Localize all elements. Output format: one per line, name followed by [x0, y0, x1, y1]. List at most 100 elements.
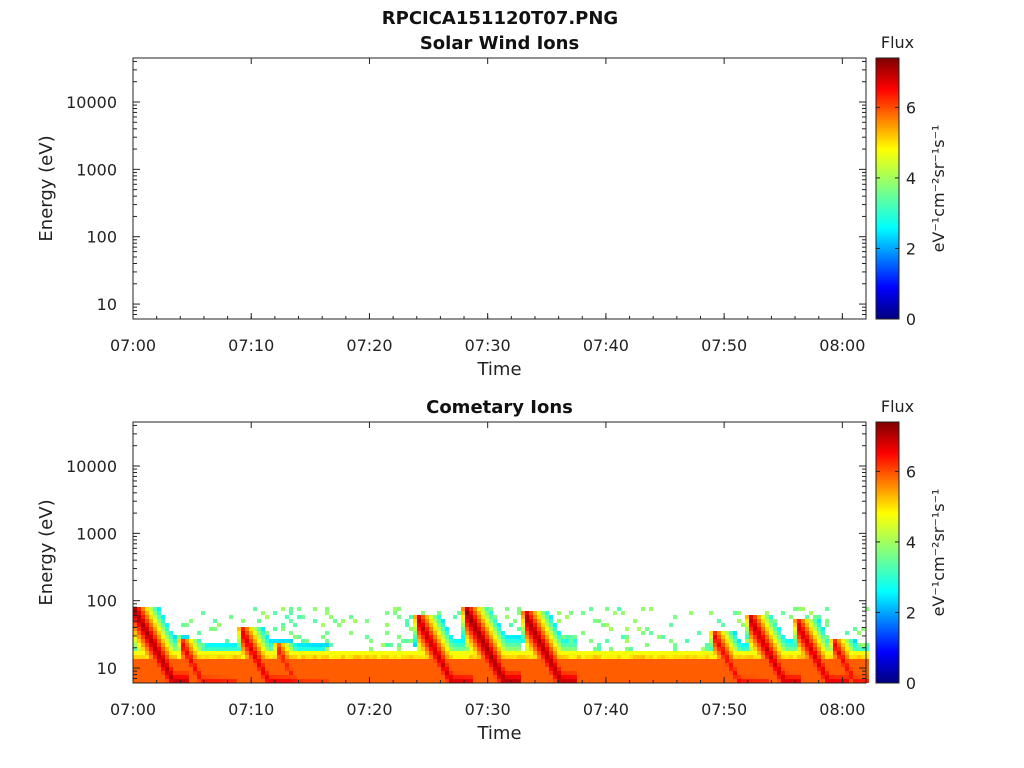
- heatmap-cell: [365, 619, 369, 623]
- heatmap-cell: [833, 647, 837, 651]
- heatmap-cell: [409, 639, 413, 643]
- heatmap-cell: [249, 635, 253, 639]
- heatmap-cell: [453, 647, 457, 651]
- heatmap-cell: [153, 671, 157, 675]
- heatmap-cell: [773, 639, 777, 643]
- heatmap-cell: [357, 667, 361, 671]
- heatmap-cell: [405, 639, 409, 643]
- heatmap-cell: [517, 611, 521, 615]
- heatmap-cell: [865, 607, 869, 611]
- heatmap-cell: [181, 655, 185, 659]
- heatmap-cell: [453, 615, 457, 619]
- heatmap-cell: [217, 675, 221, 679]
- heatmap-cell: [621, 667, 625, 671]
- heatmap-cell: [553, 667, 557, 671]
- heatmap-cell: [257, 651, 261, 655]
- heatmap-cell: [685, 667, 689, 671]
- heatmap-cell: [281, 655, 285, 659]
- heatmap-cell: [417, 635, 421, 639]
- heatmap-cell: [321, 647, 325, 651]
- heatmap-cell: [577, 651, 581, 655]
- heatmap-cell: [725, 631, 729, 635]
- heatmap-cell: [557, 639, 561, 643]
- heatmap-cell: [709, 655, 713, 659]
- heatmap-cell: [769, 623, 773, 627]
- heatmap-cell: [345, 679, 349, 683]
- heatmap-cell: [361, 659, 365, 663]
- heatmap-cell: [597, 619, 601, 623]
- heatmap-cell: [361, 679, 365, 683]
- heatmap-cell: [145, 615, 149, 619]
- heatmap-cell: [285, 651, 289, 655]
- heatmap-cell: [513, 655, 517, 659]
- heatmap-cell: [713, 647, 717, 651]
- heatmap-cell: [157, 627, 161, 631]
- heatmap-cell: [829, 647, 833, 651]
- heatmap-cell: [641, 651, 645, 655]
- heatmap-cell: [261, 655, 265, 659]
- heatmap-cell: [201, 651, 205, 655]
- heatmap-cell: [241, 635, 245, 639]
- heatmap-cell: [733, 635, 737, 639]
- heatmap-cell: [309, 655, 313, 659]
- heatmap-cell: [669, 655, 673, 659]
- heatmap-cell: [677, 663, 681, 667]
- heatmap-cell: [273, 659, 277, 663]
- heatmap-cell: [533, 675, 537, 679]
- heatmap-cell: [193, 675, 197, 679]
- heatmap-cell: [197, 679, 201, 683]
- heatmap-cell: [513, 639, 517, 643]
- heatmap-cell: [837, 655, 841, 659]
- heatmap-cell: [309, 671, 313, 675]
- heatmap-cell: [525, 671, 529, 675]
- heatmap-cell: [289, 659, 293, 663]
- heatmap-cell: [737, 679, 741, 683]
- heatmap-cell: [293, 655, 297, 659]
- heatmap-cell: [141, 663, 145, 667]
- heatmap-cell: [161, 663, 165, 667]
- colorbar-title: Flux: [881, 33, 914, 52]
- heatmap-cell: [237, 651, 241, 655]
- heatmap-cell: [249, 647, 253, 651]
- heatmap-cell: [369, 655, 373, 659]
- heatmap-cell: [309, 679, 313, 683]
- heatmap-cell: [221, 659, 225, 663]
- heatmap-cell: [573, 651, 577, 655]
- heatmap-cell: [505, 671, 509, 675]
- heatmap-cell: [237, 667, 241, 671]
- heatmap-cell: [513, 663, 517, 667]
- heatmap-cell: [689, 679, 693, 683]
- heatmap-cell: [697, 655, 701, 659]
- heatmap-cell: [837, 671, 841, 675]
- heatmap-cell: [293, 679, 297, 683]
- heatmap-cell: [305, 671, 309, 675]
- heatmap-cell: [545, 671, 549, 675]
- heatmap-cell: [621, 659, 625, 663]
- heatmap-cell: [565, 667, 569, 671]
- heatmap-cell: [505, 635, 509, 639]
- heatmap-cell: [713, 671, 717, 675]
- heatmap-cell: [561, 647, 565, 651]
- heatmap-cell: [177, 667, 181, 671]
- heatmap-cell: [453, 671, 457, 675]
- heatmap-cell: [165, 659, 169, 663]
- heatmap-cell: [165, 635, 169, 639]
- heatmap-cell: [425, 619, 429, 623]
- heatmap-cell: [637, 679, 641, 683]
- heatmap-cell: [441, 675, 445, 679]
- heatmap-cell: [477, 651, 481, 655]
- y-tick-label: 10: [97, 295, 117, 314]
- heatmap-cell: [833, 679, 837, 683]
- heatmap-cell: [509, 655, 513, 659]
- heatmap-cell: [653, 679, 657, 683]
- heatmap-cell: [793, 635, 797, 639]
- heatmap-cell: [793, 643, 797, 647]
- heatmap-cell: [645, 655, 649, 659]
- heatmap-cell: [237, 635, 241, 639]
- heatmap-cell: [241, 643, 245, 647]
- heatmap-cell: [325, 639, 329, 643]
- heatmap-cell: [621, 655, 625, 659]
- heatmap-cell: [333, 659, 337, 663]
- heatmap-cell: [161, 647, 165, 651]
- figure-title: RPCICA151120T07.PNG: [382, 8, 618, 29]
